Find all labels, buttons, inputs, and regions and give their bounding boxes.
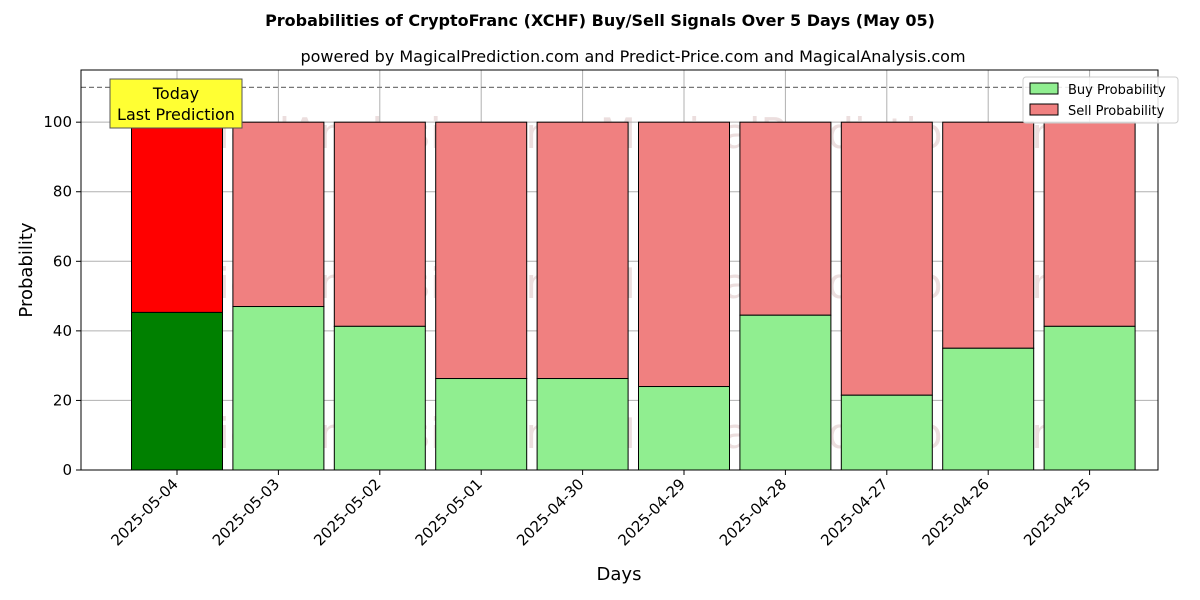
sell-bar <box>1043 121 1136 327</box>
x-tick-label: 2025-04-26 <box>919 475 993 549</box>
x-axis-label: Days <box>597 564 642 585</box>
y-axis: 0 20 40 60 80 100 <box>43 113 81 479</box>
x-tick-label: 2025-05-04 <box>107 475 181 549</box>
buy-bar <box>232 306 325 471</box>
sell-bar <box>232 121 325 308</box>
y-tick-label: 20 <box>53 391 72 409</box>
plot-frame <box>80 69 1159 471</box>
x-tick-label: 2025-05-02 <box>310 475 384 549</box>
buy-bar <box>536 378 629 471</box>
x-tick-label: 2025-05-03 <box>209 475 283 549</box>
sell-bar <box>739 121 832 316</box>
x-tick-label: 2025-04-27 <box>817 475 891 549</box>
legend-swatch-buy <box>1029 82 1059 95</box>
buy-bar <box>942 347 1035 471</box>
sell-bar <box>942 121 1035 349</box>
y-tick-label: 100 <box>43 113 72 131</box>
buy-bar <box>840 394 933 471</box>
annotation-box: Today Last Prediction <box>109 78 243 129</box>
y-tick-label: 40 <box>53 322 72 340</box>
sell-bar <box>131 121 223 313</box>
x-tick-label: 2025-05-01 <box>412 475 486 549</box>
sell-bar <box>536 121 629 380</box>
x-tick-label: 2025-04-28 <box>716 475 790 549</box>
sell-bar <box>333 121 426 327</box>
x-tick-label: 2025-04-30 <box>513 475 587 549</box>
x-tick-label: 2025-04-25 <box>1020 475 1094 549</box>
annotation-background <box>109 78 243 129</box>
y-axis-label: Probability <box>16 222 37 317</box>
buy-bar <box>131 311 223 471</box>
y-tick-label: 0 <box>62 461 72 479</box>
chart-subtitle: powered by MagicalPrediction.com and Pre… <box>300 47 965 66</box>
legend: Buy Probability Sell Probability <box>1022 76 1179 124</box>
x-tick-label: 2025-04-29 <box>614 475 688 549</box>
sell-bar <box>435 121 528 380</box>
y-tick-label: 80 <box>53 183 72 201</box>
y-tick-label: 60 <box>53 252 72 270</box>
buy-bar <box>1043 325 1136 471</box>
legend-label-buy: Buy Probability <box>1068 83 1166 98</box>
x-axis: 2025-05-04 2025-05-03 2025-05-02 2025-05-01… <box>107 470 1094 549</box>
bars <box>131 121 1136 471</box>
buy-bar <box>638 386 730 471</box>
sell-bar <box>638 121 730 388</box>
legend-frame <box>1022 76 1179 124</box>
sell-bar <box>840 121 933 396</box>
buy-bar <box>435 378 528 471</box>
buy-bar <box>333 325 426 471</box>
chart-title: Probabilities of CryptoFranc (XCHF) Buy/… <box>265 11 935 30</box>
annotation-line2: Last Prediction <box>117 105 235 124</box>
legend-swatch-sell <box>1029 103 1059 116</box>
annotation-line1: Today <box>152 84 199 103</box>
buy-bar <box>739 314 832 471</box>
legend-label-sell: Sell Probability <box>1068 104 1165 119</box>
